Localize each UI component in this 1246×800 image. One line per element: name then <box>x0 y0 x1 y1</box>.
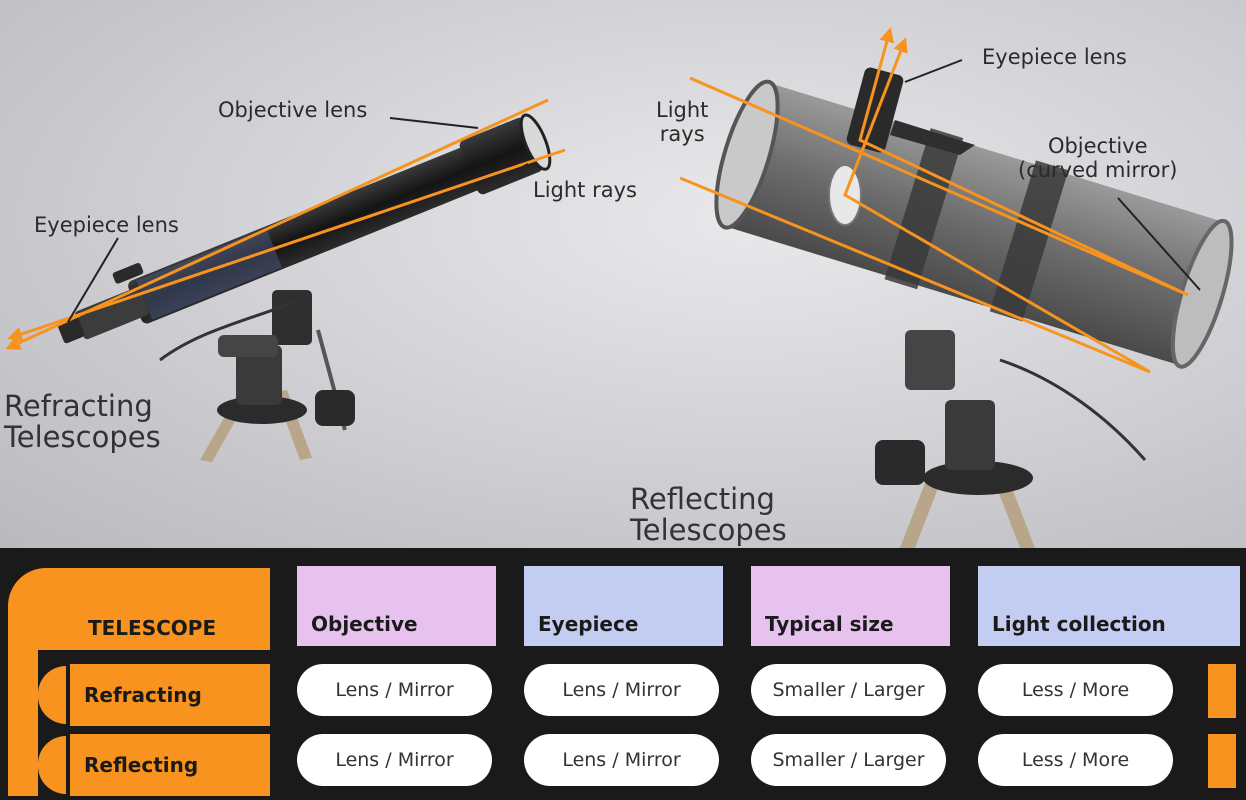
header-typical-size: Typical size <box>751 566 950 646</box>
refracting-eyepiece-choice[interactable]: Lens / Mirror <box>524 664 719 716</box>
bracket-notch <box>38 650 270 666</box>
label-reflector-objective-line1: Objective <box>1047 134 1148 158</box>
label-eyepiece-lens: Eyepiece lens <box>34 213 179 237</box>
telescope-drawing <box>5 27 1234 548</box>
caption-reflecting-line1: Reflecting <box>630 482 775 516</box>
caption-reflecting-line2: Telescopes <box>630 513 787 548</box>
corner-label: TELESCOPE <box>88 616 217 640</box>
refracting-size-choice[interactable]: Smaller / Larger <box>751 664 946 716</box>
label-reflector-light-rays: Light rays <box>656 98 708 146</box>
reflecting-light-choice[interactable]: Less / More <box>978 734 1173 786</box>
telescope-illustration: Objective lens Light rays Eyepiece lens … <box>0 0 1246 548</box>
reflector-light-rays <box>679 27 1189 374</box>
reflecting-size-choice[interactable]: Smaller / Larger <box>751 734 946 786</box>
label-reflector-light-line2: rays <box>659 122 705 147</box>
refracting-objective-choice[interactable]: Lens / Mirror <box>297 664 492 716</box>
label-reflector-light-line1: Light <box>656 98 709 122</box>
label-leaders <box>67 59 1201 323</box>
caption-refracting-line1: Refracting <box>4 389 153 423</box>
row-label-refracting: Refracting <box>70 664 270 726</box>
caption-refracting-line2: Telescopes <box>4 420 161 455</box>
label-reflector-objective: Objective (curved mirror) <box>1018 134 1177 182</box>
label-objective-lens: Objective lens <box>218 98 368 122</box>
label-reflector-eyepiece: Eyepiece lens <box>982 45 1127 69</box>
reflecting-telescope <box>714 67 1234 548</box>
label-light-rays: Light rays <box>533 178 637 202</box>
row-label-reflecting: Reflecting <box>70 734 270 796</box>
telescope-comparison-table: TELESCOPE Refracting Reflecting Objectiv… <box>0 548 1246 800</box>
header-objective: Objective <box>297 566 496 646</box>
caption-refracting: Refracting Telescopes <box>4 389 161 455</box>
row-end-tab-1 <box>1208 664 1236 718</box>
caption-reflecting: Reflecting Telescopes <box>630 482 787 548</box>
label-reflector-objective-line2: (curved mirror) <box>1018 158 1178 183</box>
corner-bracket <box>8 608 38 796</box>
row-refracting-tab <box>38 666 66 724</box>
refractor-light-rays <box>5 98 566 350</box>
header-light-collection: Light collection <box>978 566 1240 646</box>
refracting-light-choice[interactable]: Less / More <box>978 664 1173 716</box>
reflecting-eyepiece-choice[interactable]: Lens / Mirror <box>524 734 719 786</box>
row-reflecting-tab <box>38 736 66 794</box>
corner-header <box>8 568 270 650</box>
reflecting-objective-choice[interactable]: Lens / Mirror <box>297 734 492 786</box>
row-end-tab-2 <box>1208 734 1236 788</box>
refracting-telescope <box>57 113 552 462</box>
header-eyepiece: Eyepiece <box>524 566 723 646</box>
